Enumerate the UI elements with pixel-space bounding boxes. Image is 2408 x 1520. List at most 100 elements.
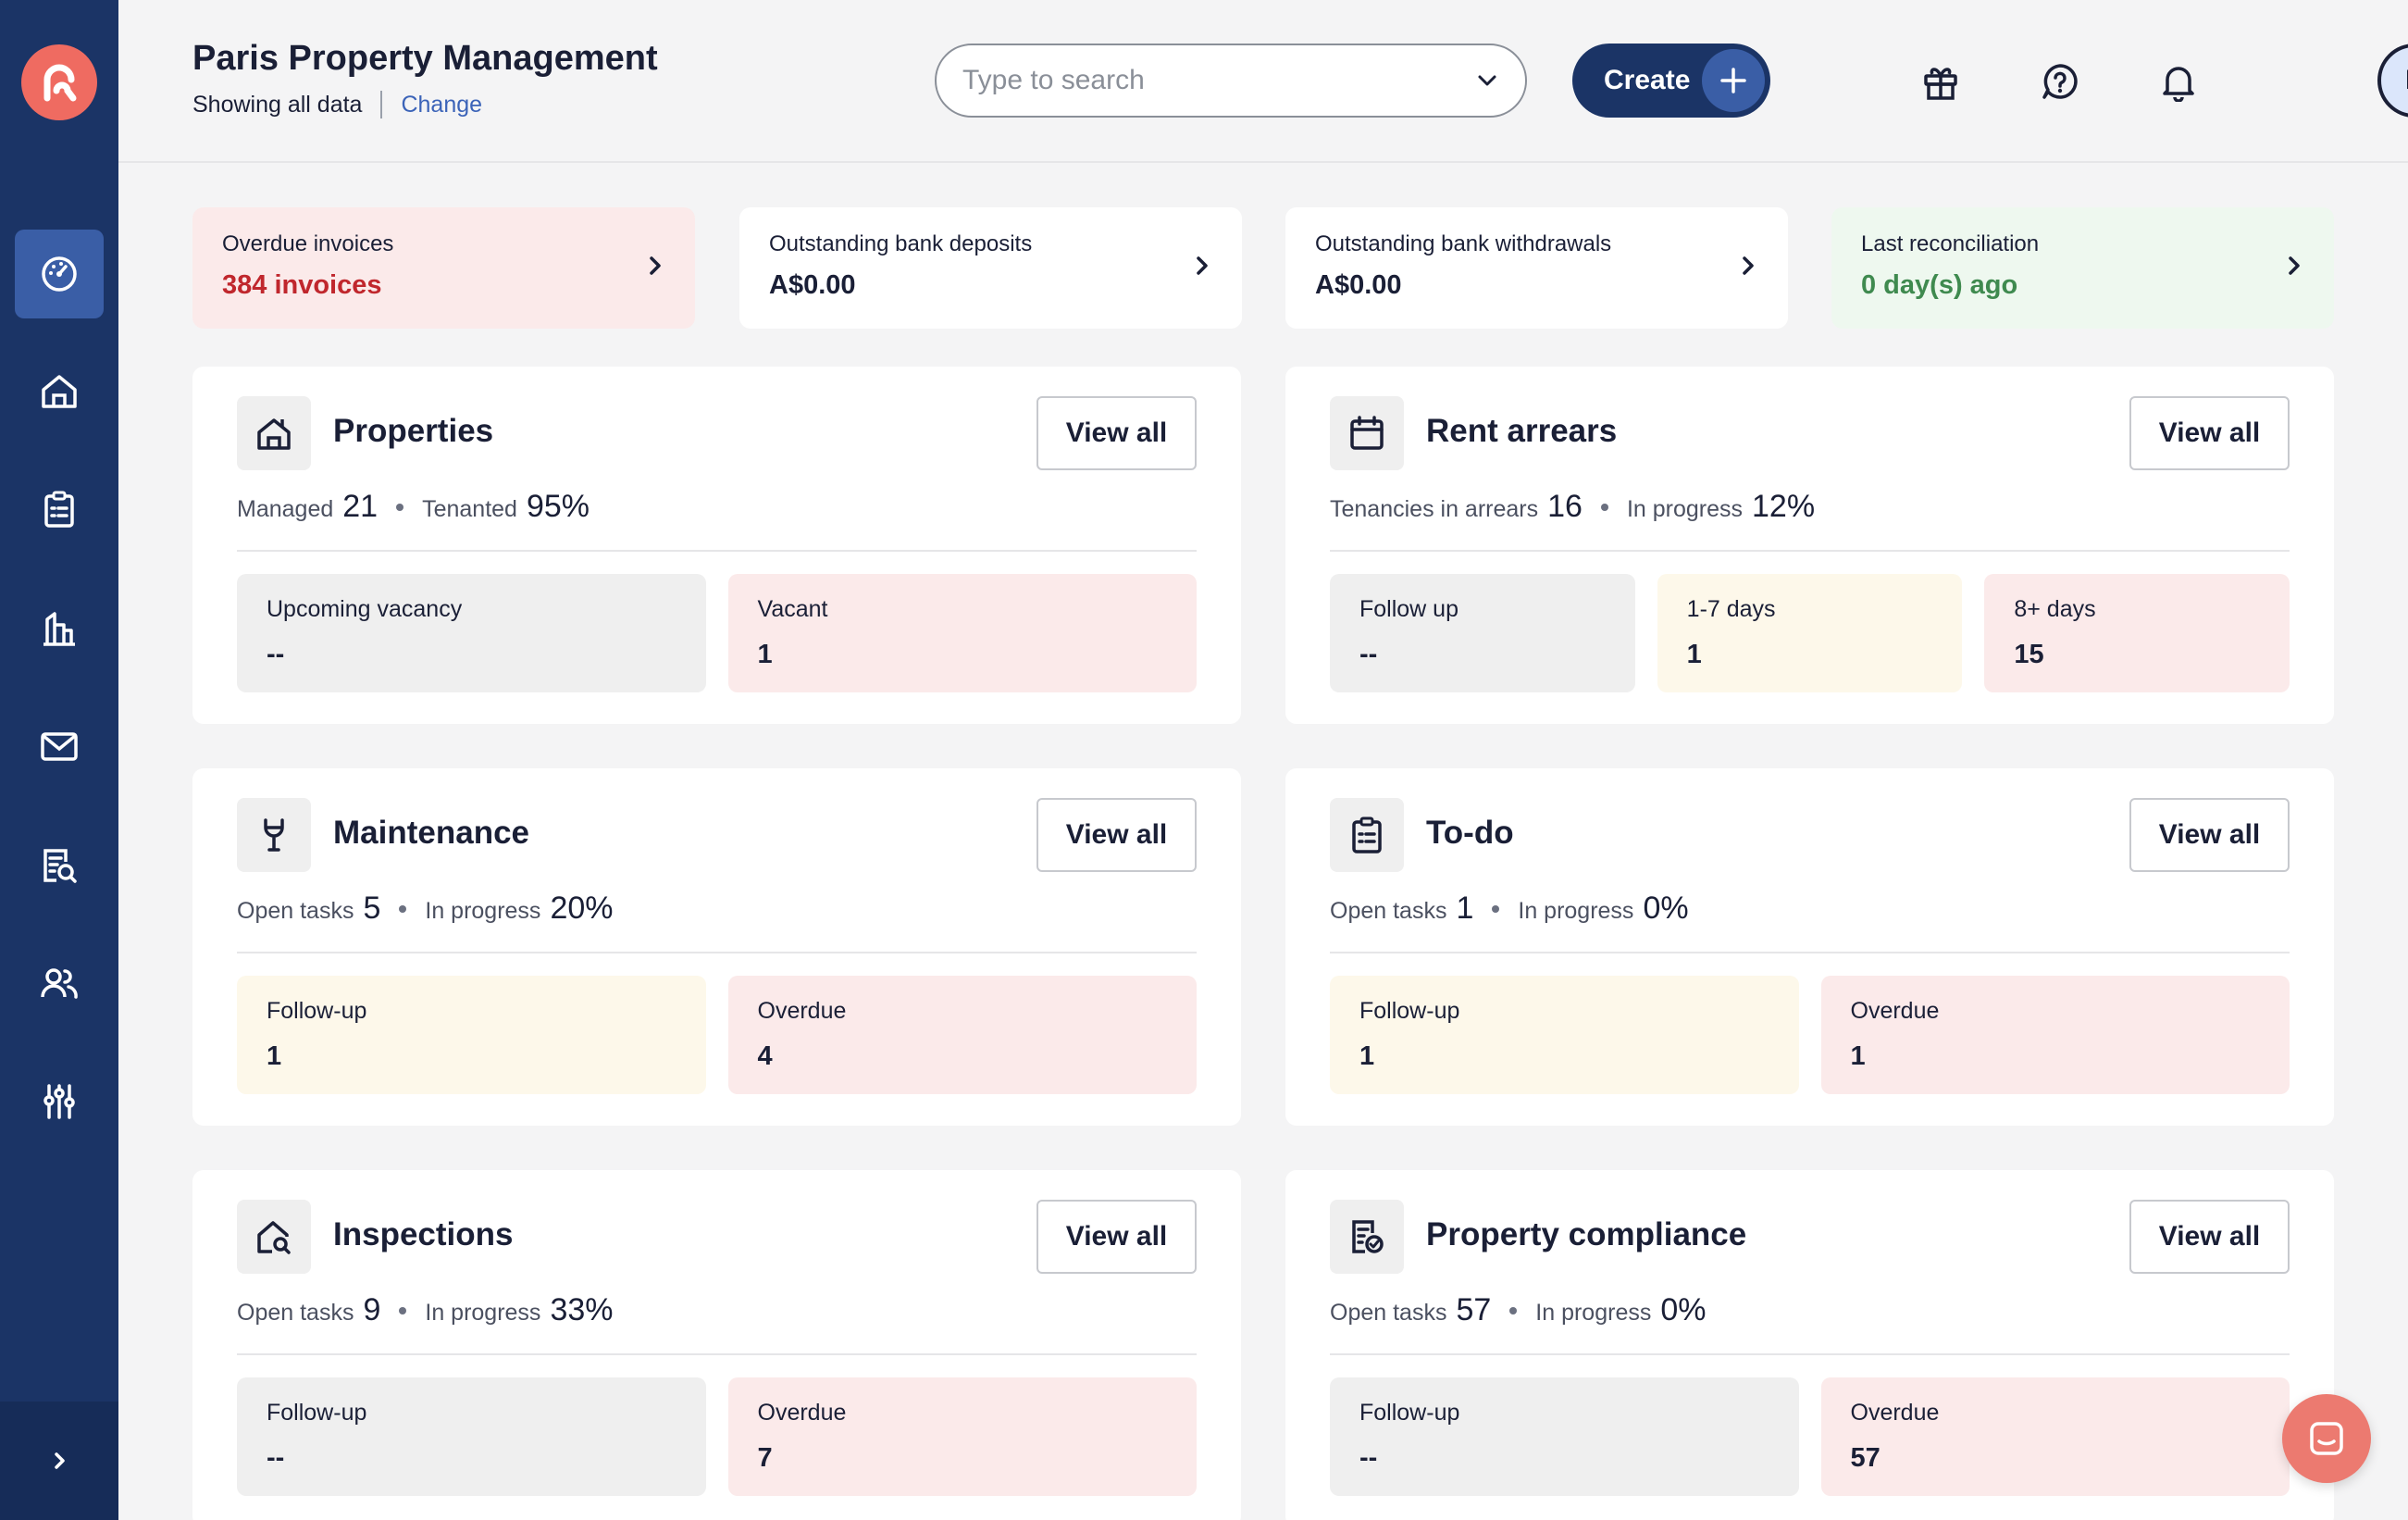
tile-value: 15	[2014, 640, 2044, 669]
help-icon[interactable]	[2030, 52, 2090, 111]
stat-label: In progress	[1535, 1300, 1652, 1326]
notifications-bell-icon[interactable]	[2149, 52, 2208, 111]
chevron-down-icon[interactable]	[1475, 69, 1499, 93]
separator-dot	[399, 905, 407, 913]
tile-overdue[interactable]: Overdue 1	[1820, 976, 2290, 1094]
panel-title: Property compliance	[1426, 1216, 1747, 1252]
divider	[1330, 952, 2290, 953]
tile-value: 1	[267, 1041, 282, 1071]
summary-card-overdue-invoices[interactable]: Overdue invoices 384 invoices	[192, 207, 695, 329]
panel-title: Maintenance	[333, 815, 529, 851]
stat-label: Open tasks	[237, 1300, 354, 1326]
sliders-icon	[43, 1084, 75, 1119]
data-scope: Showing all data Change	[192, 91, 482, 118]
tile-overdue[interactable]: Overdue 7	[727, 1377, 1197, 1496]
compliance-check-icon	[1330, 1200, 1404, 1274]
tile-vacant[interactable]: Vacant 1	[727, 574, 1197, 692]
tile-value: 1	[1686, 640, 1702, 669]
panel-title: Properties	[333, 413, 494, 449]
tile-label: Follow-up	[267, 1400, 367, 1426]
sidebar-item-tasks[interactable]	[15, 465, 104, 554]
search-box[interactable]	[935, 44, 1527, 118]
panel-stats: Open tasks 5 In progress 20%	[237, 891, 614, 927]
panel-title: To-do	[1426, 815, 1514, 851]
user-avatar[interactable]: P	[2377, 44, 2408, 118]
wrench-icon	[237, 798, 311, 872]
properties-panel: Properties View all Managed 21 Tenanted …	[192, 367, 1241, 724]
tile-upcoming-vacancy[interactable]: Upcoming vacancy --	[237, 574, 706, 692]
tile-follow-up[interactable]: Follow-up --	[1330, 1377, 1799, 1496]
tile-label: 8+ days	[2014, 596, 2096, 622]
divider	[237, 550, 1197, 552]
stat-label: Managed	[237, 496, 334, 522]
chevron-right-icon	[55, 1452, 65, 1469]
chevron-right-icon	[650, 256, 661, 275]
tile-8-plus-days[interactable]: 8+ days 15	[1984, 574, 2290, 692]
tile-value: --	[267, 640, 285, 669]
report-search-icon	[43, 849, 77, 883]
tile-overdue[interactable]: Overdue 4	[727, 976, 1197, 1094]
summary-card-last-reconciliation[interactable]: Last reconciliation 0 day(s) ago	[1831, 207, 2334, 329]
view-all-button[interactable]: View all	[2129, 1200, 2290, 1274]
view-all-button[interactable]: View all	[2129, 798, 2290, 872]
sidebar-item-reports[interactable]	[15, 583, 104, 672]
home-search-icon	[237, 1200, 311, 1274]
view-all-button[interactable]: View all	[1036, 1200, 1197, 1274]
sidebar-item-settings[interactable]	[15, 1057, 104, 1146]
tile-label: Overdue	[1850, 998, 1940, 1024]
panel-tiles: Follow-up 1 Overdue 1	[1330, 976, 2290, 1094]
tile-label: Upcoming vacancy	[267, 596, 463, 622]
calendar-icon	[1330, 396, 1404, 470]
chevron-right-icon	[2289, 256, 2300, 275]
separator-dot	[1492, 905, 1500, 913]
tile-value: 1	[1850, 1041, 1866, 1071]
logo-mark-icon	[43, 64, 77, 102]
sidebar-item-dashboard[interactable]	[15, 230, 104, 318]
search-input[interactable]	[962, 65, 1475, 96]
sidebar-item-search-reports[interactable]	[15, 820, 104, 909]
maintenance-panel: Maintenance View all Open tasks 5 In pro…	[192, 768, 1241, 1126]
summary-card-bank-deposits[interactable]: Outstanding bank deposits A$0.00	[739, 207, 1242, 329]
todo-panel: To-do View all Open tasks 1 In progress …	[1285, 768, 2334, 1126]
sidebar-item-properties[interactable]	[15, 346, 104, 435]
tile-value: 1	[1359, 1041, 1375, 1071]
stat-value: 33%	[550, 1292, 614, 1327]
organization-name: Paris Property Management	[192, 39, 658, 78]
tile-value: 1	[757, 640, 773, 669]
tile-overdue[interactable]: Overdue 57	[1820, 1377, 2290, 1496]
create-button[interactable]: Create	[1572, 44, 1770, 118]
top-header: Paris Property Management Showing all da…	[118, 0, 2408, 163]
divider	[237, 952, 1197, 953]
stat-label: Open tasks	[1330, 1300, 1447, 1326]
sidebar-item-contacts[interactable]	[15, 939, 104, 1028]
tile-follow-up[interactable]: Follow-up 1	[1330, 976, 1799, 1094]
sidebar-expand-button[interactable]	[0, 1402, 118, 1520]
tile-follow-up[interactable]: Follow-up --	[237, 1377, 706, 1496]
summary-value: 0 day(s) ago	[1861, 270, 2018, 300]
gift-icon[interactable]	[1911, 52, 1970, 111]
divider	[380, 91, 383, 118]
tile-follow-up[interactable]: Follow up --	[1330, 574, 1635, 692]
inspections-panel: Inspections View all Open tasks 9 In pro…	[192, 1170, 1241, 1520]
data-scope-text: Showing all data	[192, 91, 363, 118]
tile-value: --	[267, 1443, 285, 1473]
separator-dot	[1509, 1307, 1518, 1314]
chat-launcher-button[interactable]	[2282, 1394, 2371, 1483]
view-all-button[interactable]: View all	[1036, 396, 1197, 470]
summary-label: Outstanding bank deposits	[769, 231, 1033, 256]
summary-card-bank-withdrawals[interactable]: Outstanding bank withdrawals A$0.00	[1285, 207, 1788, 329]
clipboard-icon	[1330, 798, 1404, 872]
tile-follow-up[interactable]: Follow-up 1	[237, 976, 706, 1094]
divider	[1330, 1353, 2290, 1355]
change-scope-link[interactable]: Change	[401, 91, 483, 118]
view-all-button[interactable]: View all	[1036, 798, 1197, 872]
app-logo[interactable]	[21, 44, 97, 120]
panel-title: Inspections	[333, 1216, 514, 1252]
panel-tiles: Follow up -- 1-7 days 1 8+ days 15	[1330, 574, 2290, 692]
summary-label: Overdue invoices	[222, 231, 394, 256]
chevron-right-icon	[1197, 256, 1208, 275]
tile-1-7-days[interactable]: 1-7 days 1	[1657, 574, 1963, 692]
sidebar-item-messages[interactable]	[15, 702, 104, 791]
view-all-button[interactable]: View all	[2129, 396, 2290, 470]
separator-dot	[1600, 504, 1608, 511]
